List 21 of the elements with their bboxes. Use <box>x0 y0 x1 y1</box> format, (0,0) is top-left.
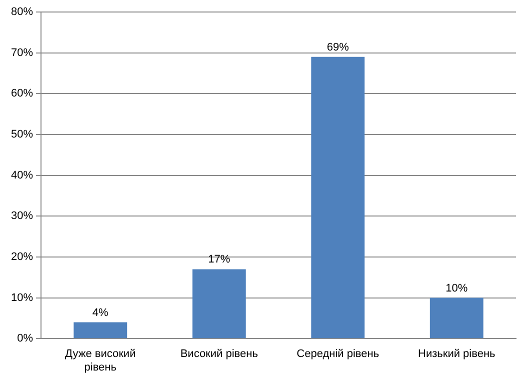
y-tick-label: 80% <box>10 6 34 18</box>
data-label: 69% <box>326 41 350 54</box>
data-label: 17% <box>208 254 230 266</box>
bar <box>74 322 128 338</box>
y-tick-label: 50% <box>10 128 34 141</box>
y-tick-label: 70% <box>10 46 34 59</box>
x-tick-label: Середній рівень <box>296 348 380 360</box>
bar <box>311 56 365 338</box>
x-tick-label: Дуже високий рівень <box>65 348 136 374</box>
x-tick-label: Високий рівень <box>180 348 258 360</box>
bar <box>192 269 246 338</box>
data-label: 4% <box>92 306 109 319</box>
y-tick-label: 60% <box>10 88 34 100</box>
y-tick-label: 0% <box>17 332 34 345</box>
y-tick-label: 10% <box>10 292 34 304</box>
data-label: 10% <box>446 282 468 294</box>
y-tick-label: 40% <box>10 169 34 182</box>
bar <box>430 298 484 338</box>
y-tick-label: 30% <box>10 210 34 222</box>
x-tick-label: Низький рівень <box>418 348 496 360</box>
y-tick-label: 20% <box>10 250 34 263</box>
